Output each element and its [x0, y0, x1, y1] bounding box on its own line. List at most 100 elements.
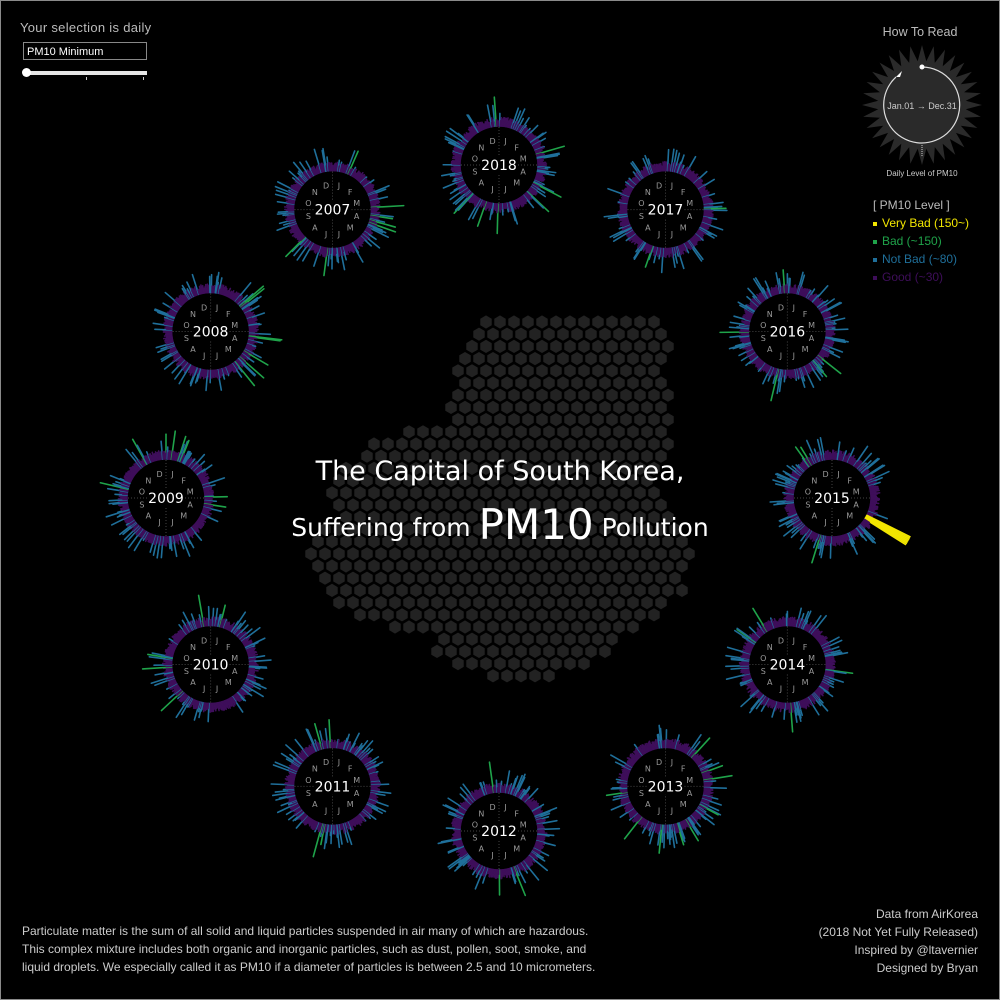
hex-cell: [445, 425, 457, 439]
hex-cell: [543, 522, 555, 536]
hex-cell: [599, 498, 611, 512]
hex-cell: [473, 327, 485, 341]
hex-cell: [627, 425, 639, 439]
month-label: M: [680, 223, 687, 232]
hex-cell: [487, 547, 499, 561]
month-label: J: [324, 807, 327, 816]
month-label: F: [514, 143, 519, 152]
hex-cell: [536, 437, 548, 451]
hex-cell: [424, 486, 436, 500]
hex-cell: [543, 644, 555, 658]
month-label: A: [520, 167, 526, 176]
hex-cell: [466, 339, 478, 353]
how-to-read-starburst: [862, 45, 982, 165]
hex-cell: [606, 315, 618, 329]
hex-cell: [536, 583, 548, 597]
month-label: D: [489, 803, 495, 812]
hex-cell: [613, 620, 625, 634]
hex-cell: [515, 400, 527, 414]
hex-cell: [431, 474, 443, 488]
hex-cell: [459, 474, 471, 488]
hex-cell: [480, 583, 492, 597]
hex-cell: [312, 559, 324, 573]
month-label: F: [803, 310, 808, 319]
month-label: S: [761, 667, 766, 676]
hex-cell: [459, 449, 471, 463]
hex-cell: [606, 364, 618, 378]
hex-cell: [564, 632, 576, 646]
hex-cell: [480, 437, 492, 451]
hex-cell: [599, 522, 611, 536]
hex-cell: [543, 425, 555, 439]
hex-cell: [494, 315, 506, 329]
month-label: O: [472, 821, 478, 830]
hex-cell: [543, 400, 555, 414]
hex-cell: [564, 510, 576, 524]
hex-cell: [522, 559, 534, 573]
hex-cell: [501, 327, 513, 341]
hex-cell: [480, 486, 492, 500]
hex-cell: [473, 449, 485, 463]
hex-cell: [438, 583, 450, 597]
hex-cell: [648, 486, 660, 500]
hex-cell: [578, 437, 590, 451]
hex-cell: [354, 486, 366, 500]
hex-cell: [634, 510, 646, 524]
hex-cell: [487, 352, 499, 366]
hex-cell: [669, 522, 681, 536]
hex-cell: [403, 425, 415, 439]
month-label: O: [472, 155, 478, 164]
hex-cell: [529, 669, 541, 683]
year-label: 2014: [770, 658, 806, 674]
hex-cell: [424, 437, 436, 451]
hex-cell: [487, 376, 499, 390]
hex-cell: [543, 498, 555, 512]
hex-cell: [592, 364, 604, 378]
hex-cell: [634, 486, 646, 500]
hex-cell: [564, 608, 576, 622]
hex-cell: [536, 413, 548, 427]
hex-cell: [578, 413, 590, 427]
hex-cell: [543, 352, 555, 366]
hex-cell: [592, 388, 604, 402]
hex-cell: [473, 498, 485, 512]
month-label: N: [767, 310, 773, 319]
hex-cell: [550, 315, 562, 329]
hex-cell: [557, 449, 569, 463]
hex-cell: [417, 571, 429, 585]
month-label: M: [853, 488, 860, 497]
hex-cell: [592, 559, 604, 573]
hex-cell: [536, 364, 548, 378]
hex-cell: [557, 327, 569, 341]
hex-cell: [431, 547, 443, 561]
hex-cell: [515, 596, 527, 610]
hex-cell: [445, 571, 457, 585]
hex-cell: [515, 425, 527, 439]
hex-cell: [564, 364, 576, 378]
hex-cell: [571, 522, 583, 536]
month-label: A: [687, 212, 693, 221]
hex-cell: [459, 498, 471, 512]
month-label: N: [645, 188, 651, 197]
hex-cell: [578, 608, 590, 622]
hex-cell: [522, 413, 534, 427]
hex-cell: [571, 449, 583, 463]
hex-cell: [501, 644, 513, 658]
hex-cell: [564, 413, 576, 427]
hex-cell: [662, 559, 674, 573]
hex-cell: [515, 644, 527, 658]
hex-cell: [571, 596, 583, 610]
hex-cell: [641, 400, 653, 414]
hex-cell: [648, 583, 660, 597]
